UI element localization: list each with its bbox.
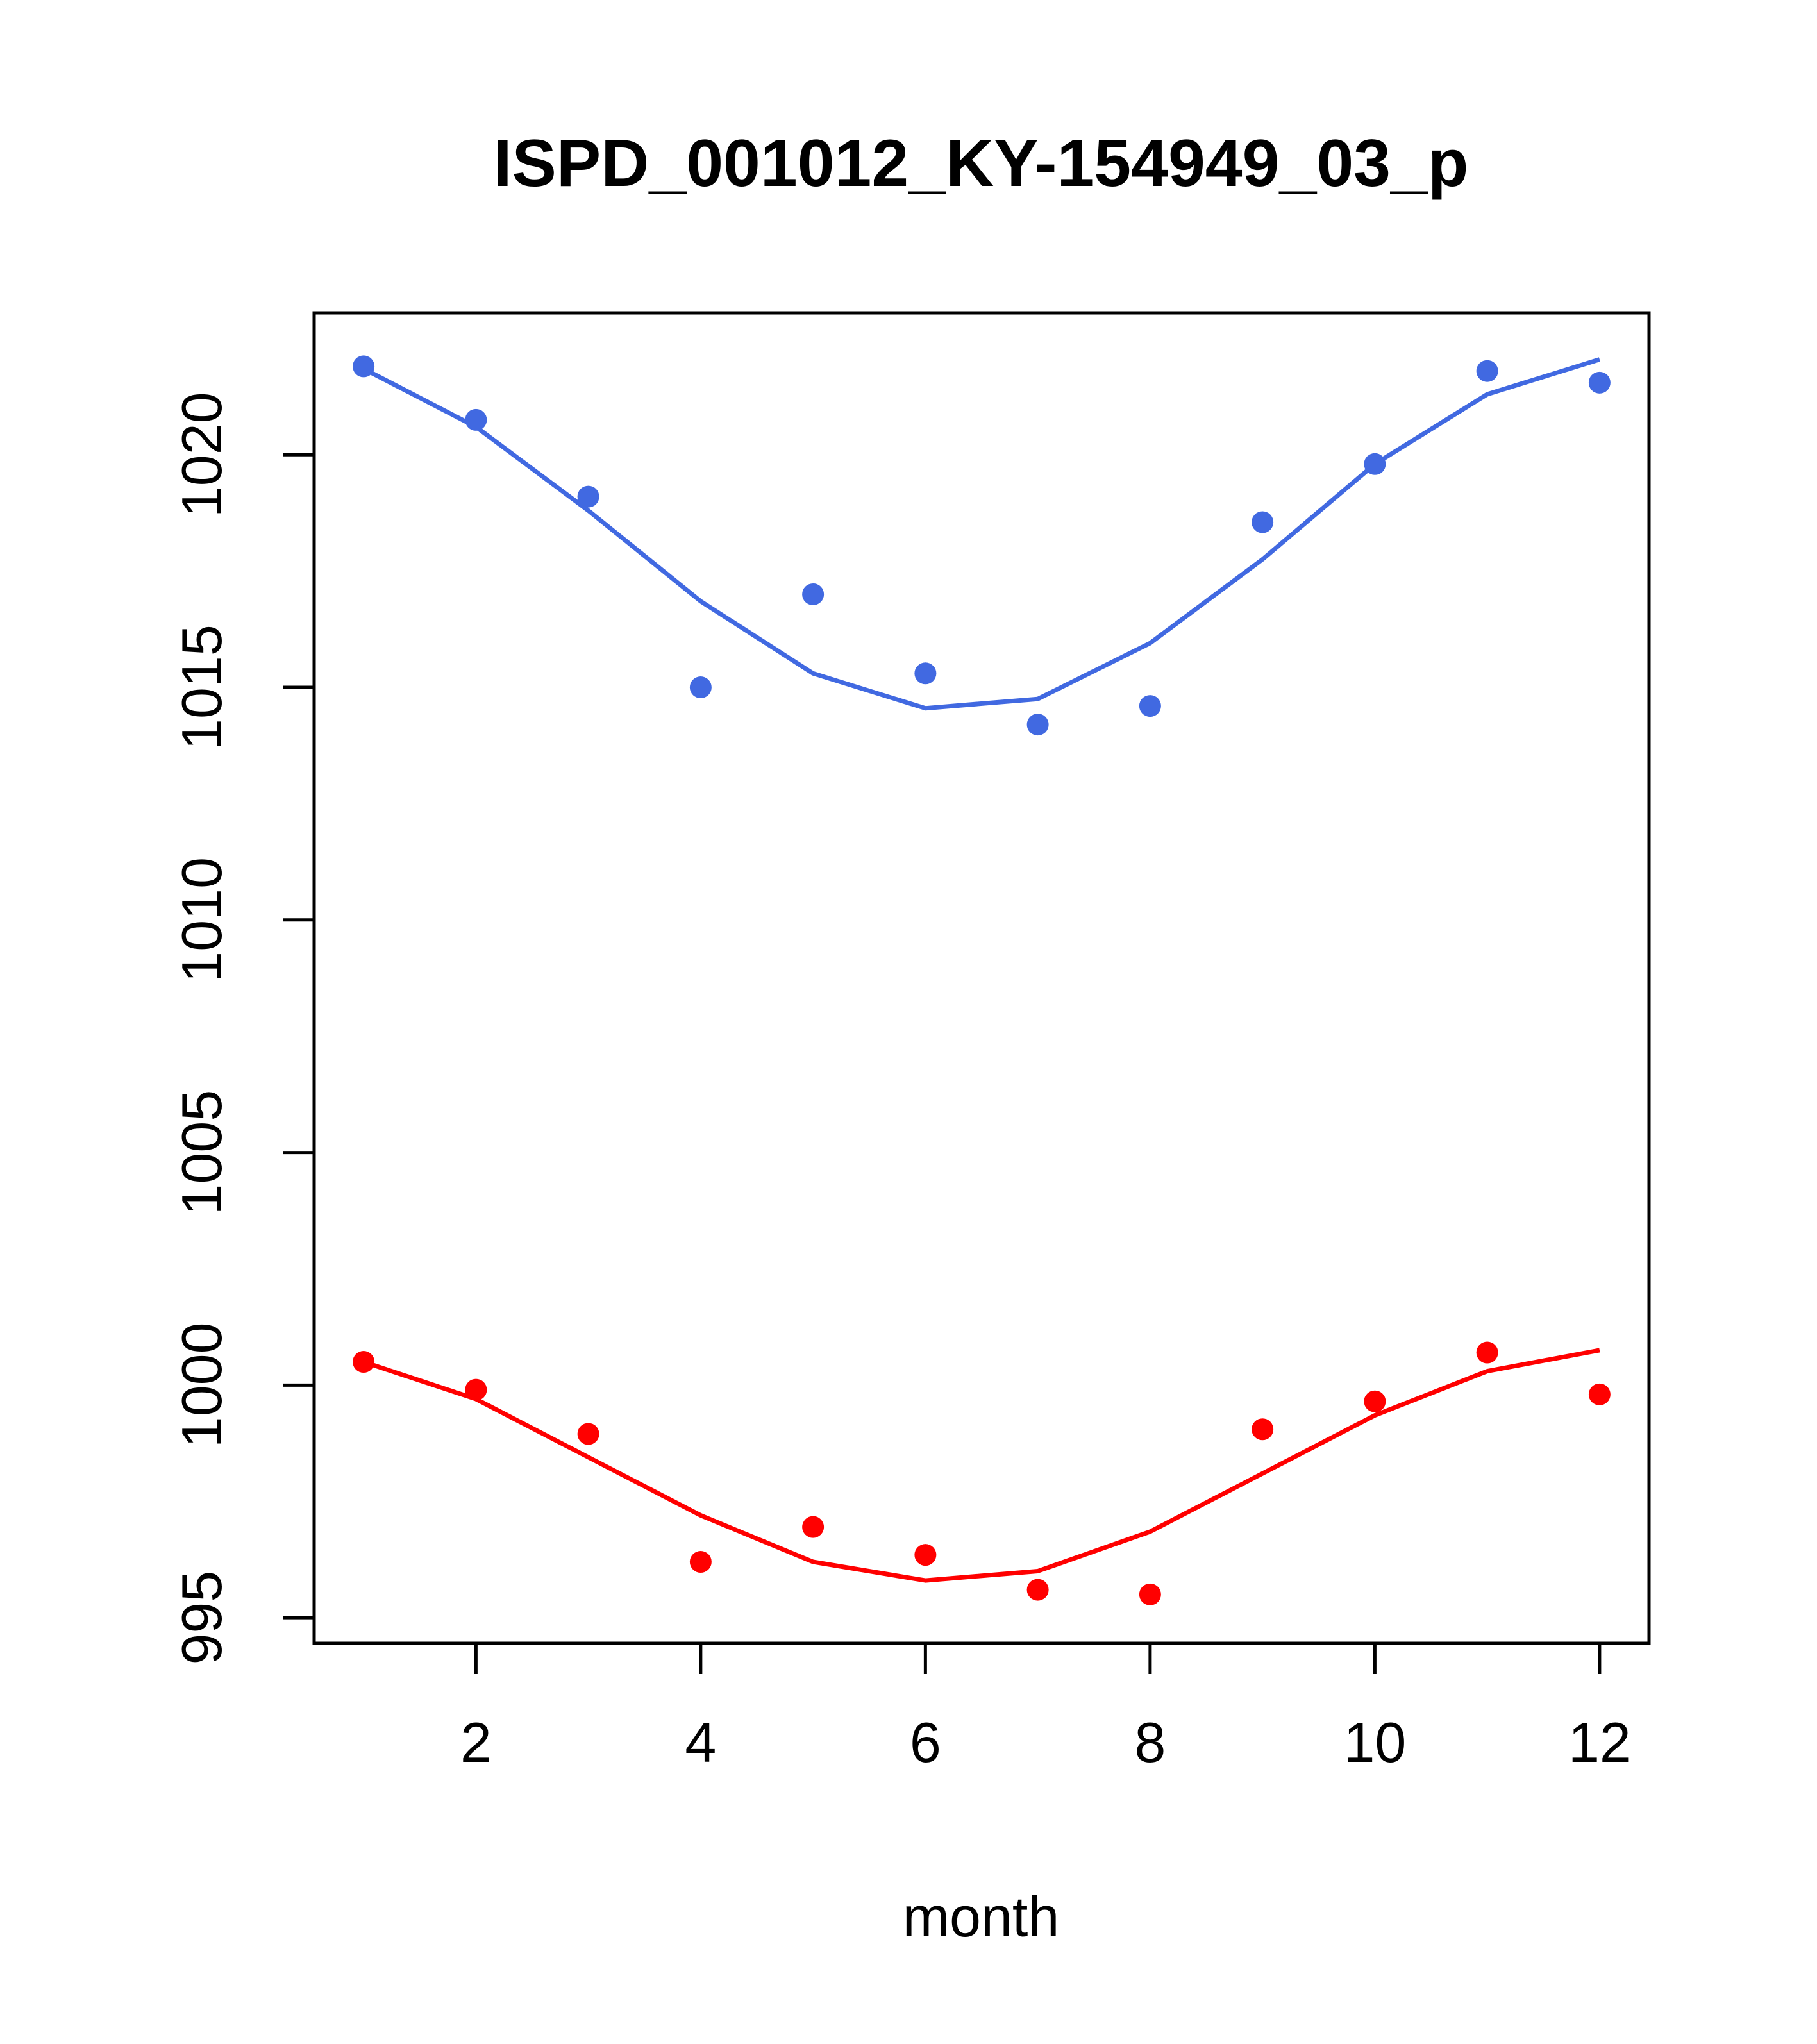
data-point-lower (1588, 1383, 1611, 1405)
data-point-upper (1026, 714, 1049, 736)
data-point-lower (1364, 1390, 1386, 1412)
x-tick-label: 6 (910, 1711, 941, 1774)
y-tick-label: 995 (170, 1571, 233, 1665)
x-tick-label: 2 (460, 1711, 492, 1774)
y-tick-label: 1005 (170, 1090, 233, 1216)
data-point-lower (689, 1551, 712, 1573)
series-line-lower (363, 1348, 1600, 1583)
data-point-upper (465, 408, 487, 431)
data-point-lower (1476, 1341, 1498, 1364)
data-point-lower (802, 1516, 825, 1538)
y-tick-label: 1020 (170, 392, 233, 517)
data-point-lower (465, 1378, 487, 1401)
data-point-upper (353, 355, 375, 378)
x-tick-label: 10 (1343, 1711, 1406, 1774)
data-point-upper (914, 662, 937, 685)
data-point-lower (353, 1351, 375, 1373)
y-tick-label: 1010 (170, 857, 233, 983)
data-point-upper (1476, 360, 1498, 382)
chart-title: ISPD_001012_KY-154949_03_p (494, 126, 1469, 201)
series-layer (353, 355, 1611, 1605)
data-point-upper (577, 485, 599, 508)
x-axis-label: month (903, 1885, 1060, 1948)
data-point-lower (1139, 1583, 1161, 1605)
series-lower (353, 1341, 1611, 1605)
y-tick-label: 1015 (170, 624, 233, 750)
series-upper (353, 355, 1611, 736)
series-line-upper (362, 357, 1600, 711)
data-point-upper (1139, 695, 1161, 717)
data-point-upper (689, 676, 712, 699)
data-point-upper (1364, 453, 1386, 475)
x-axis: 2 4 6 8 10 12 (460, 1641, 1631, 1774)
data-point-upper (1252, 511, 1274, 533)
y-tick-label: 1000 (170, 1322, 233, 1448)
data-point-lower (1026, 1579, 1049, 1601)
x-tick-label: 4 (685, 1711, 716, 1774)
data-point-upper (1588, 371, 1611, 394)
y-axis: 995 1000 1005 1010 1015 1020 (170, 392, 316, 1665)
plot-frame (312, 311, 1651, 1645)
data-point-lower (914, 1544, 937, 1566)
x-tick-label: 8 (1134, 1711, 1166, 1774)
x-tick-label: 12 (1568, 1711, 1631, 1774)
data-point-lower (1252, 1418, 1274, 1441)
data-point-upper (802, 583, 825, 605)
data-point-lower (577, 1423, 599, 1445)
